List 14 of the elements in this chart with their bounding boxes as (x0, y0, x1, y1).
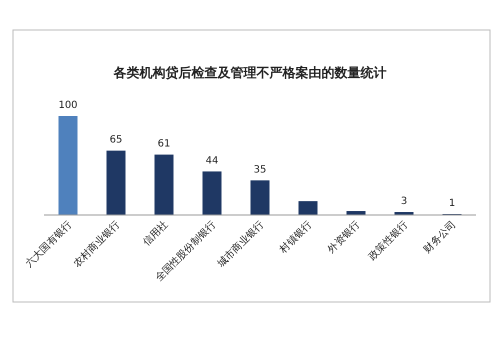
x-tick-label: 信用社 (140, 218, 170, 248)
x-tick-label: 政策性银行 (366, 218, 410, 262)
x-tick-label: 村镇银行 (276, 218, 314, 256)
data-label: 61 (158, 138, 170, 150)
data-label: 44 (206, 155, 218, 166)
x-tick-label: 城市商业银行 (214, 218, 266, 270)
data-label: 65 (110, 134, 122, 146)
data-label: 100 (58, 100, 78, 111)
x-tick-label: 外资银行 (325, 218, 362, 256)
chart-title: 各类机构贷后检查及管理不严格案由的数量统计 (112, 65, 386, 81)
data-label: 3 (400, 196, 408, 208)
data-label: 1 (448, 198, 456, 210)
data-label: 35 (254, 164, 266, 176)
x-tick-label: 财务公司 (421, 218, 458, 256)
